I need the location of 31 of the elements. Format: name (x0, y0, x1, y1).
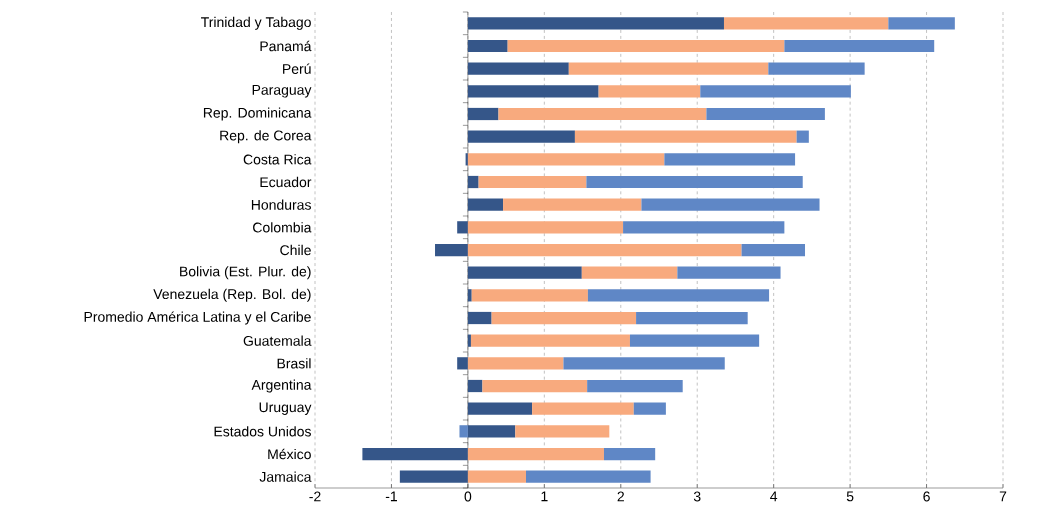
x-tick-label: -2 (309, 491, 321, 502)
x-tick-label: -1 (385, 491, 397, 502)
y-tick-label: Costa Rica (243, 154, 312, 165)
y-tick-label: Honduras (251, 199, 311, 210)
x-tick-label: 4 (770, 491, 778, 502)
y-tick-label: Uruguay (259, 402, 312, 415)
y-tick-label: Perú (283, 63, 311, 74)
x-tick-label: 5 (846, 491, 854, 502)
y-tick-label: Rep. de Corea (220, 130, 312, 144)
x-tick-label: 7 (999, 491, 1007, 502)
y-tick-label: Colombia (253, 222, 312, 233)
y-tick-label: Ecuador (260, 176, 312, 188)
x-tick-label: 0 (464, 491, 472, 502)
x-tick-label: 3 (693, 491, 701, 502)
x-tick-label: 2 (617, 491, 624, 502)
y-tick-label: Estados Unidos (214, 426, 311, 437)
y-tick-label: Paraguay (252, 85, 312, 98)
y-tick-label: Argentina (251, 379, 312, 393)
x-tick-label: 6 (923, 491, 930, 502)
y-tick-label: Trinidad y Tabago (201, 16, 311, 30)
y-tick-label: Panamá (260, 40, 312, 52)
y-tick-label: Bolivia (Est. Plur. de) (180, 266, 311, 280)
y-tick-label: Promedio América Latina y el Caribe (84, 311, 311, 325)
y-tick-label: México (268, 448, 311, 460)
y-tick-label: Rep. Dominicana (203, 107, 312, 121)
y-tick-label: Venezuela (Rep. Bol. de) (153, 288, 311, 302)
y-tick-label: Brasil (277, 358, 311, 369)
y-tick-label: Chile (280, 244, 311, 256)
x-tick-label: 1 (541, 491, 548, 502)
y-tick-label: Guatemala (243, 335, 312, 346)
y-tick-label: Jamaica (259, 471, 312, 482)
